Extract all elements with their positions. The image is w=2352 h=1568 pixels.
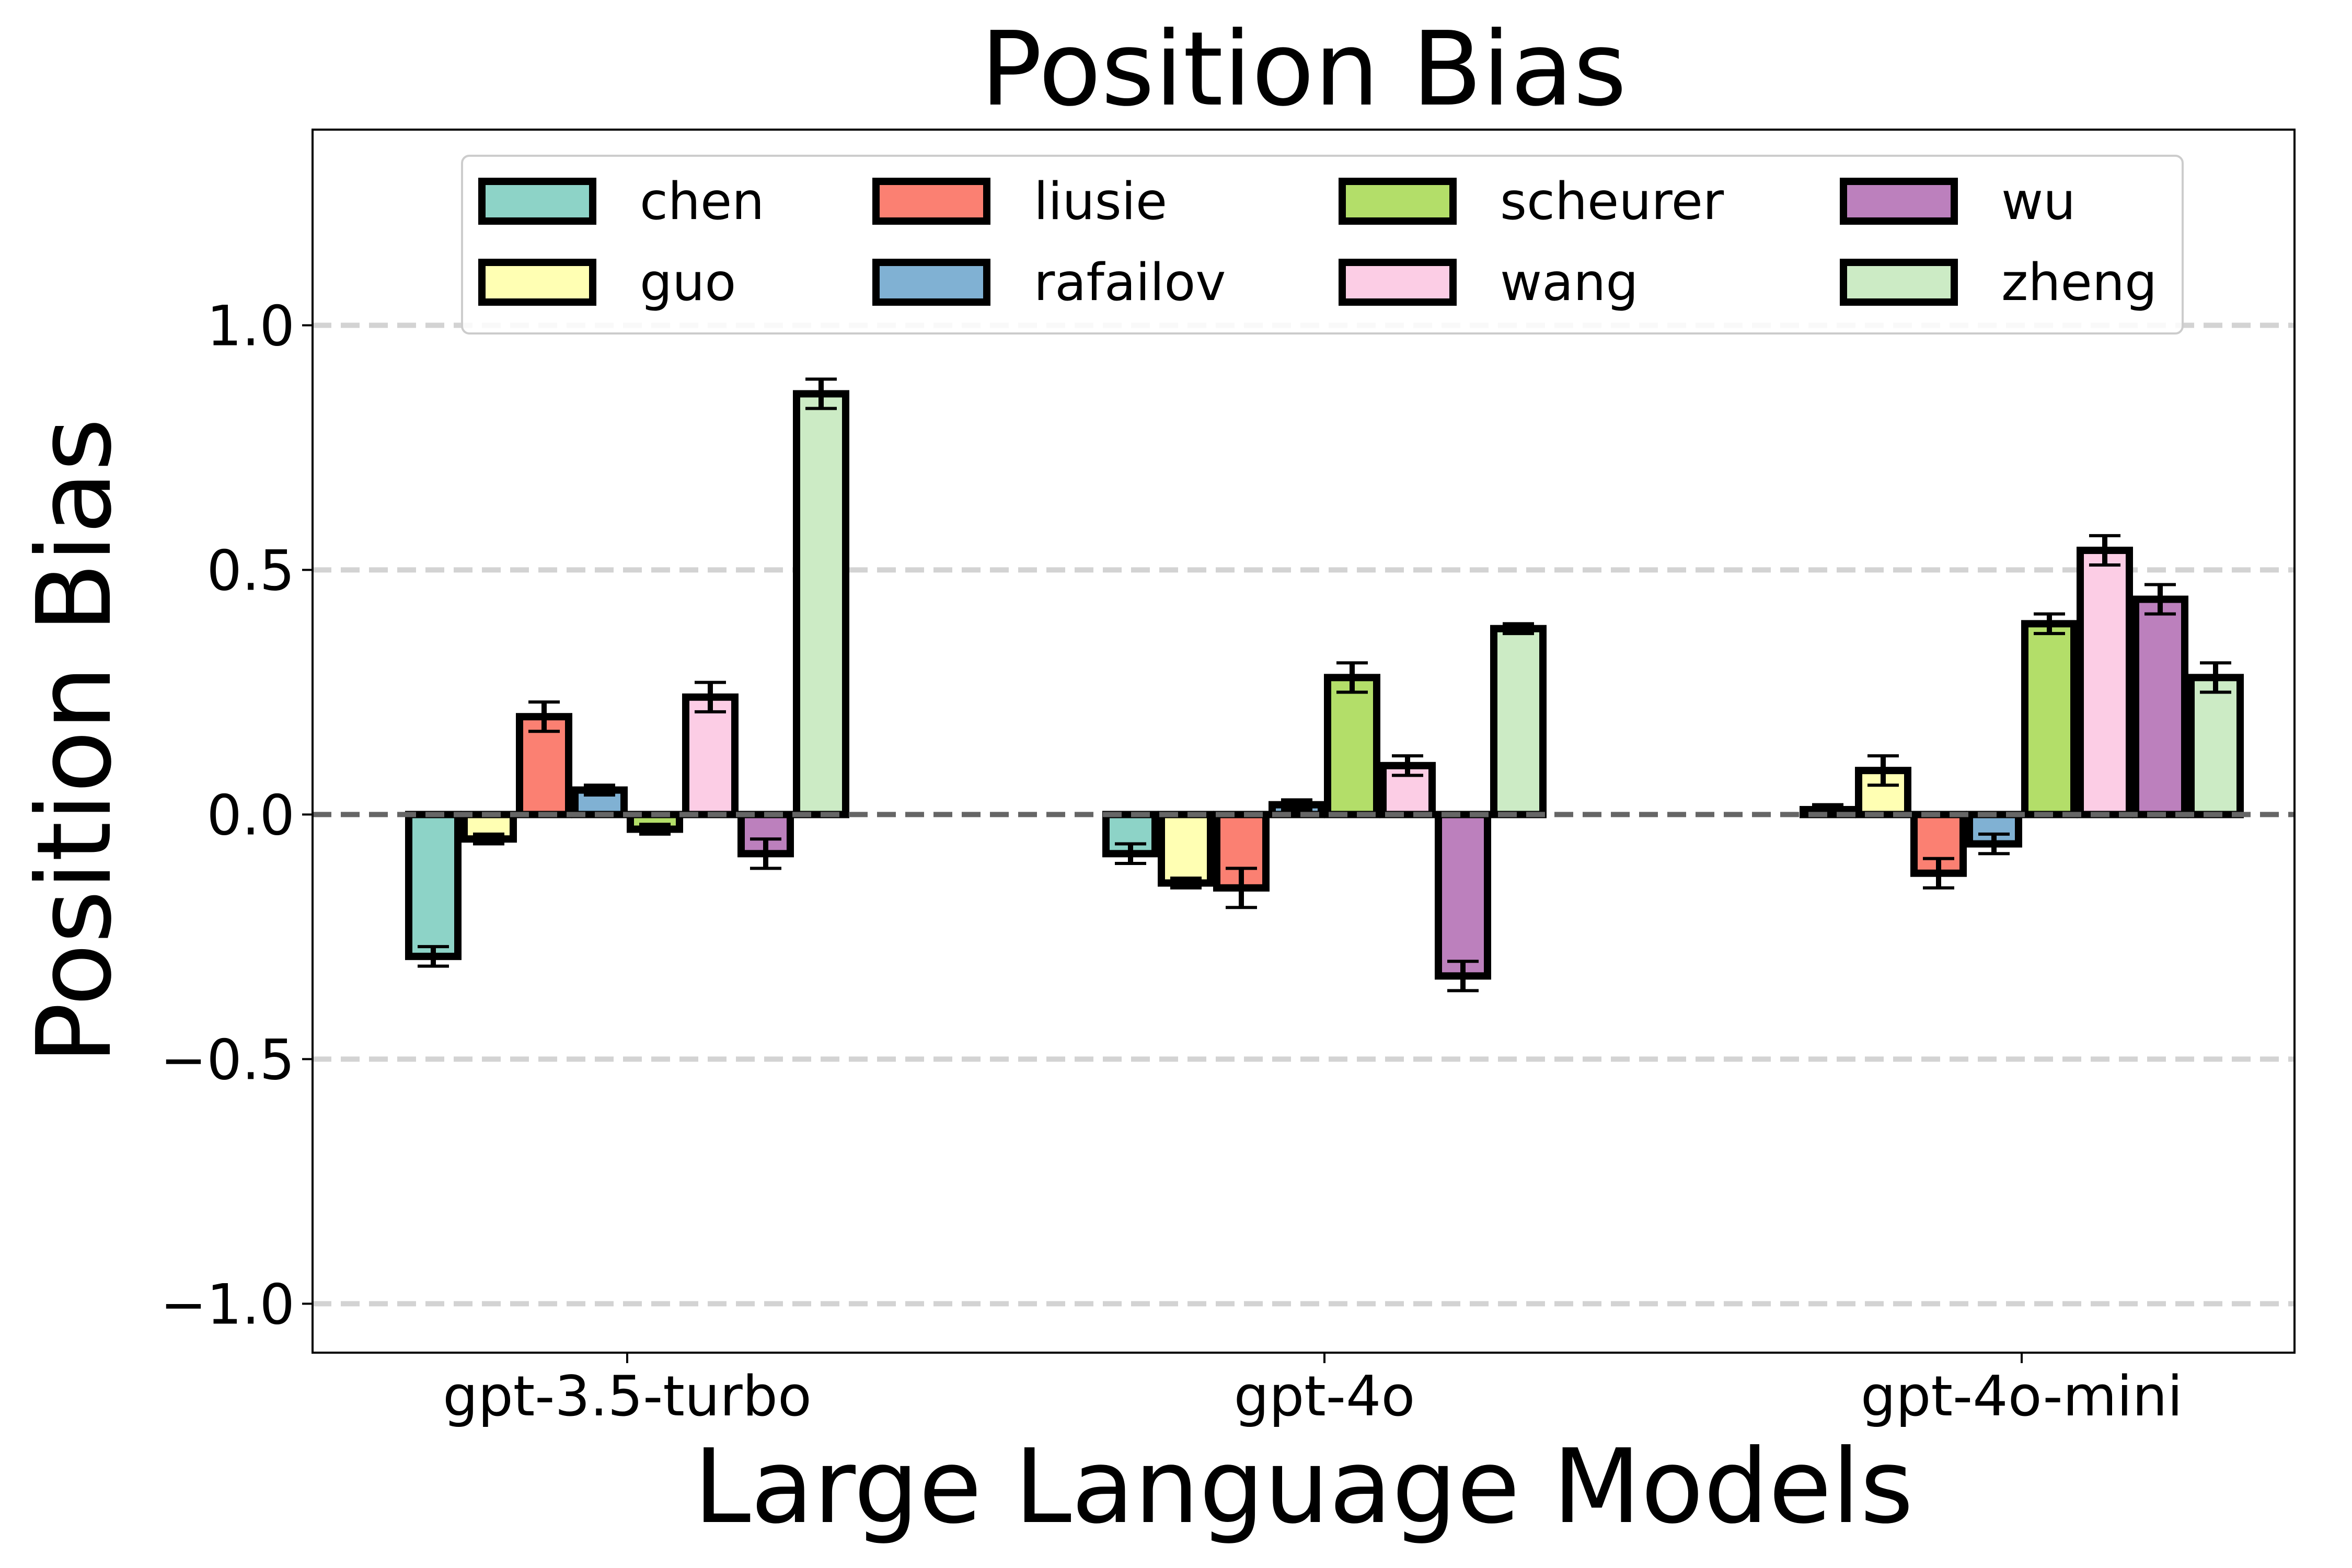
bar-chen xyxy=(405,811,462,960)
bar-wu xyxy=(2132,595,2188,818)
legend-label-zheng: zheng xyxy=(2001,253,2157,313)
legend-label-rafailov: rafailov xyxy=(1034,253,1226,313)
legend-swatch-chen xyxy=(478,178,596,225)
x-tick-label: gpt-4o-mini xyxy=(1861,1364,2183,1428)
y-axis-label: Position Bias xyxy=(15,418,134,1065)
axes-layer xyxy=(312,129,2296,1354)
bar-guo xyxy=(1158,811,1214,887)
bars-layer xyxy=(313,377,2295,993)
bar-liusie xyxy=(516,713,572,818)
y-tick-label: 1.0 xyxy=(206,294,295,358)
y-tick-label: 0.5 xyxy=(206,538,295,603)
legend-label-scheurer: scheurer xyxy=(1500,172,1724,232)
bar-wu xyxy=(1435,811,1491,980)
legend-label-guo: guo xyxy=(640,253,736,313)
x-tick-label: gpt-3.5-turbo xyxy=(443,1364,812,1428)
legend-swatch-rafailov xyxy=(872,259,990,306)
legend-label-wang: wang xyxy=(1500,253,1639,313)
legend-label-chen: chen xyxy=(640,172,764,232)
bar-zheng xyxy=(793,390,849,818)
bar-zheng xyxy=(1490,625,1547,818)
bar-chen xyxy=(1102,811,1159,858)
legend-swatch-wang xyxy=(1339,259,1457,306)
legend-swatch-scheurer xyxy=(1339,178,1457,225)
legend: chen guo liusie rafailov scheurer wang wu zheng xyxy=(461,155,2184,335)
legend-swatch-wu xyxy=(1840,178,1958,225)
ticks-layer: −1.0 −0.5 0.0 0.5 1.0 gpt-3.5-turbo gpt-4o gpt-… xyxy=(160,294,2183,1428)
bar-scheurer xyxy=(1324,674,1380,818)
y-tick-label: 0.0 xyxy=(206,783,295,847)
x-axis-label: Large Language Models xyxy=(694,1427,1913,1547)
y-tick-label: −0.5 xyxy=(160,1028,295,1092)
legend-label-liusie: liusie xyxy=(1034,172,1167,232)
plot-frame xyxy=(312,129,2296,1354)
chart-title: Position Bias xyxy=(981,10,1627,129)
legend-swatch-guo xyxy=(478,259,596,306)
legend-swatch-zheng xyxy=(1840,259,1958,306)
x-tick-label: gpt-4o xyxy=(1234,1364,1415,1428)
y-tick-label: −1.0 xyxy=(160,1272,295,1336)
bar-zheng xyxy=(2187,674,2244,818)
legend-swatch-liusie xyxy=(872,178,990,225)
bar-wang xyxy=(2077,546,2133,818)
legend-label-wu: wu xyxy=(2001,172,2076,232)
bar-scheurer xyxy=(2021,620,2078,818)
bar-wang xyxy=(682,693,739,818)
